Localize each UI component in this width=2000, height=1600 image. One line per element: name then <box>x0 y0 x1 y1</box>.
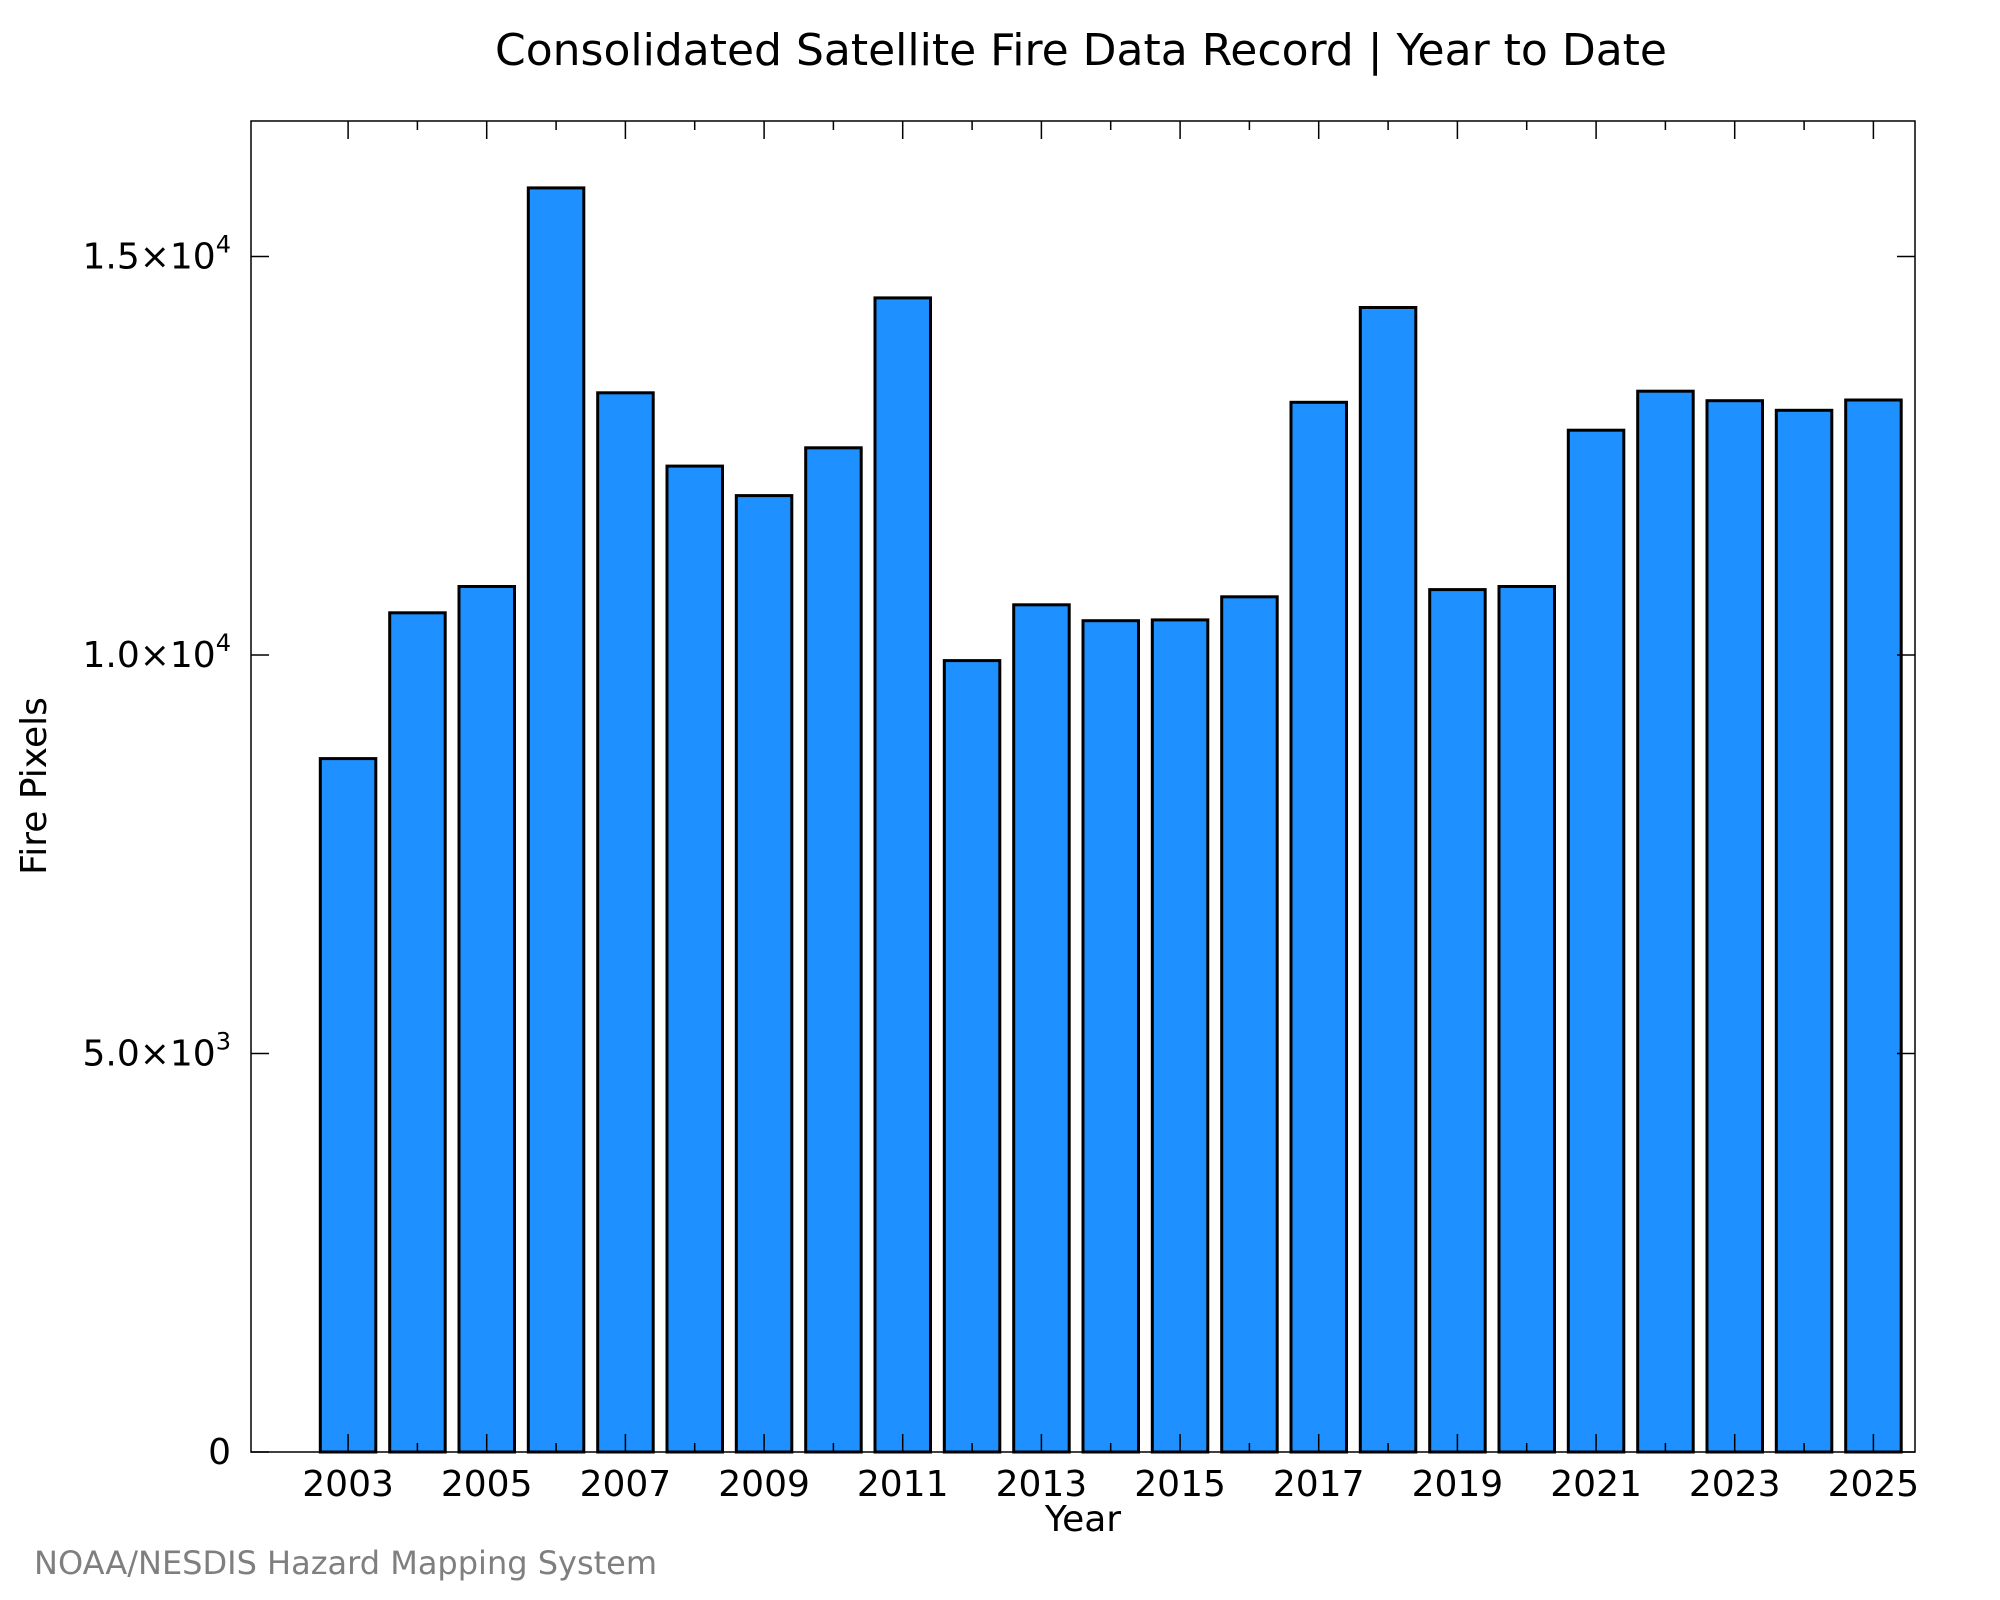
bar-2023 <box>1705 399 1764 1454</box>
x-tick-label-2003: 2003 <box>302 1464 394 1505</box>
bar-2009 <box>734 494 794 1454</box>
bar-2014 <box>1081 619 1140 1454</box>
x-tick-label-2015: 2015 <box>1134 1464 1226 1505</box>
bar-2010 <box>804 446 863 1454</box>
x-tick-label-2007: 2007 <box>580 1464 672 1505</box>
bar-2019 <box>1428 588 1487 1454</box>
y-tick-label-15000: 1.5×104 <box>82 231 231 278</box>
bar-2011 <box>873 296 932 1454</box>
chart-title: Consolidated Satellite Fire Data Record … <box>495 25 1667 76</box>
ticks-layer <box>251 121 1915 1453</box>
bar-2025 <box>1844 398 1903 1454</box>
bar-2018 <box>1358 306 1418 1454</box>
y-tick-label-0: 0 <box>208 1432 231 1473</box>
bar-2008 <box>665 464 724 1454</box>
x-tick-label-2005: 2005 <box>441 1464 533 1505</box>
bar-2005 <box>457 585 516 1454</box>
x-tick-label-2017: 2017 <box>1273 1464 1365 1505</box>
bar-2013 <box>1012 603 1071 1454</box>
bar-2007 <box>596 391 655 1454</box>
x-tick-label-2019: 2019 <box>1412 1464 1504 1505</box>
bars-layer <box>318 186 1903 1454</box>
x-tick-label-2023: 2023 <box>1689 1464 1781 1505</box>
y-axis-title: Fire Pixels <box>14 697 55 875</box>
y-tick-label-5000: 5.0×103 <box>82 1028 231 1075</box>
x-axis-title: Year <box>1044 1499 1121 1540</box>
y-tick-label-10000: 1.0×104 <box>82 629 231 676</box>
bar-2022 <box>1636 389 1695 1454</box>
y-tick-labels: 0 5.0×103 1.0×104 1.5×104 <box>82 231 231 1474</box>
bar-2006 <box>526 186 586 1454</box>
bar-2004 <box>388 611 447 1454</box>
x-tick-label-2011: 2011 <box>857 1464 949 1505</box>
x-tick-label-2021: 2021 <box>1550 1464 1642 1505</box>
x-tick-labels: 2003 2005 2007 2009 2011 2013 2015 2017 2019 2021… <box>302 1464 1919 1505</box>
bar-2003 <box>318 757 378 1454</box>
bar-2012 <box>942 659 1002 1454</box>
x-tick-label-2025: 2025 <box>1828 1464 1920 1505</box>
plot-frame <box>250 120 1916 1453</box>
bar-2024 <box>1774 408 1834 1454</box>
bar-2021 <box>1566 428 1626 1454</box>
credit-text: NOAA/NESDIS Hazard Mapping System <box>34 1544 657 1582</box>
x-tick-label-2009: 2009 <box>718 1464 810 1505</box>
x-tick-label-2013: 2013 <box>996 1464 1088 1505</box>
bar-2016 <box>1220 595 1279 1454</box>
bar-2020 <box>1497 585 1556 1454</box>
bar-2017 <box>1289 400 1348 1454</box>
bar-2015 <box>1150 618 1210 1454</box>
